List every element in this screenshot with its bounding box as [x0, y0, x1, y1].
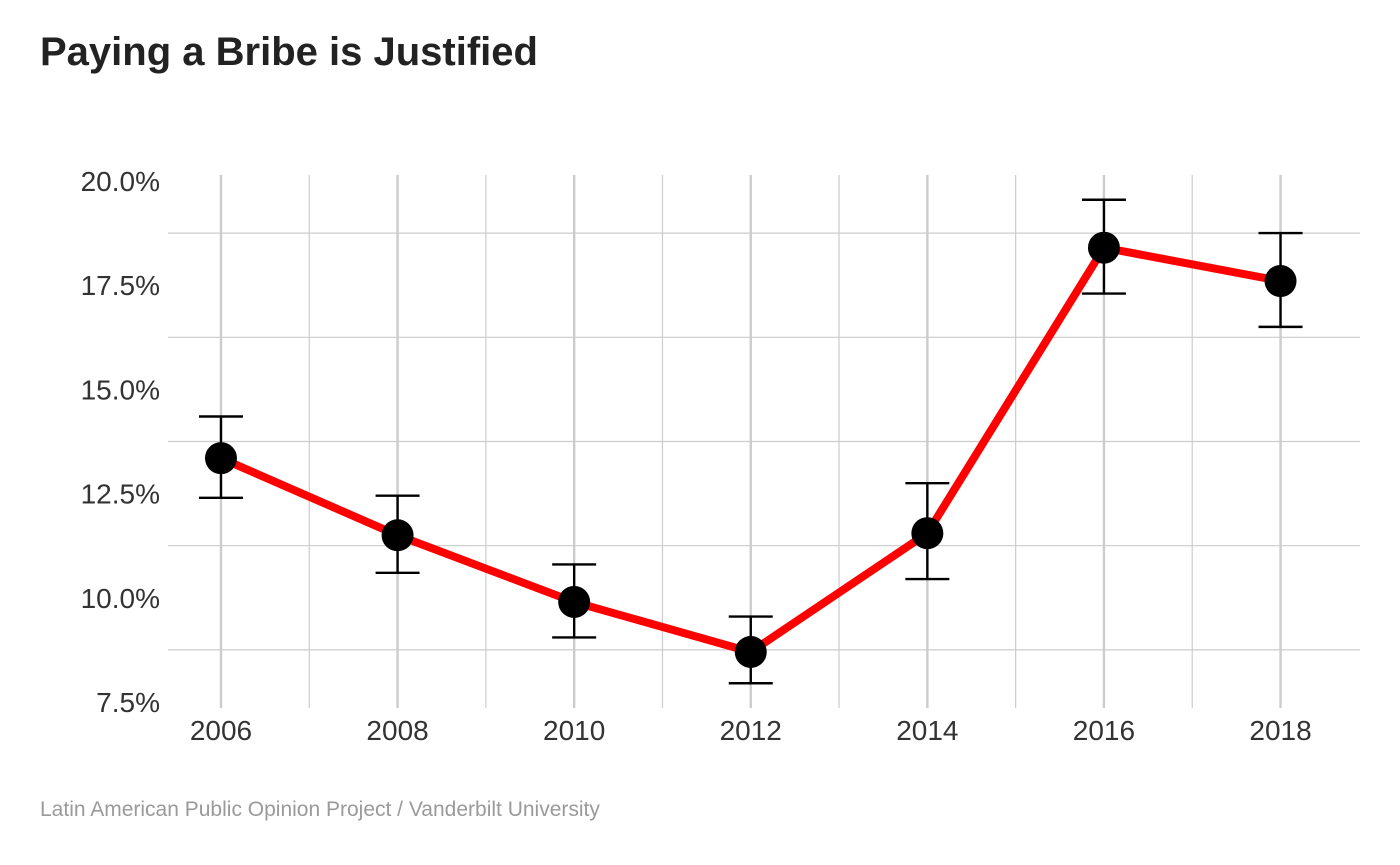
data-point: [1087, 231, 1120, 264]
chart-caption: Latin American Public Opinion Project / …: [40, 798, 600, 821]
y-tick-label: 17.5%: [81, 270, 160, 301]
x-tick-label: 2012: [720, 715, 782, 746]
errorbar-layer: [198, 198, 1303, 685]
x-tick-label: 2010: [543, 715, 605, 746]
data-point: [734, 635, 767, 668]
data-point: [558, 585, 591, 618]
y-tick-label: 7.5%: [96, 687, 160, 718]
y-tick-label: 10.0%: [81, 583, 160, 614]
x-axis-labels: 2006 2008 2010 2012 2014 2016 2018: [190, 715, 1312, 746]
x-tick-label: 2006: [190, 715, 252, 746]
data-point: [204, 442, 237, 475]
x-tick-label: 2008: [366, 715, 428, 746]
data-point: [911, 517, 944, 550]
y-tick-label: 15.0%: [81, 374, 160, 405]
chart-title: Paying a Bribe is Justified: [40, 30, 538, 74]
data-point: [381, 519, 414, 552]
y-tick-label: 20.0%: [81, 166, 160, 197]
x-tick-label: 2014: [896, 715, 958, 746]
x-tick-label: 2016: [1073, 715, 1135, 746]
data-point: [1264, 265, 1297, 298]
x-tick-label: 2018: [1249, 715, 1311, 746]
grid-layer: [168, 175, 1360, 708]
y-tick-label: 12.5%: [81, 479, 160, 510]
y-axis-labels: 7.5% 10.0% 12.5% 15.0% 17.5% 20.0%: [81, 166, 160, 718]
point-layer: [204, 231, 1297, 668]
